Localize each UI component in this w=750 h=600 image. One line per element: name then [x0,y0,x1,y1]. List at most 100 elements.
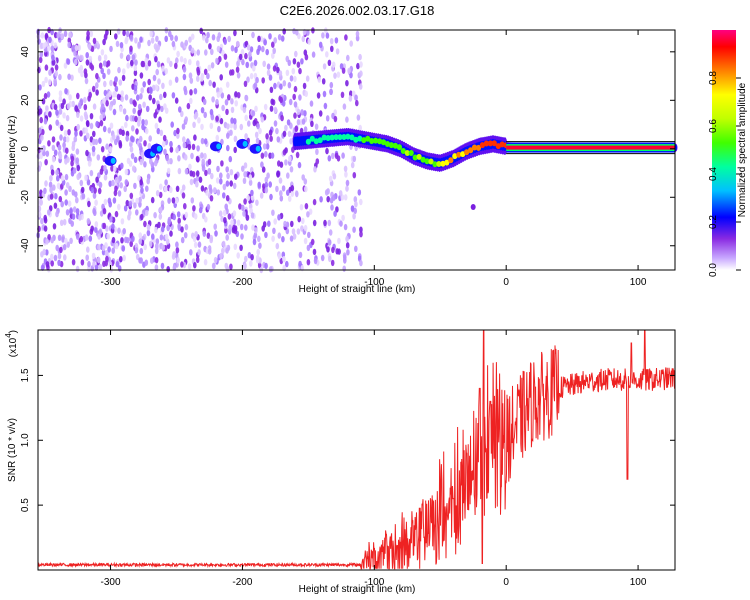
heatmap-cell [222,209,227,217]
heatmap-cell [75,233,80,240]
heatmap-cell [153,112,157,119]
heatmap-cell [75,54,80,61]
heatmap-cell [140,151,145,159]
heatmap-cell [74,191,78,198]
heatmap-cell [42,248,46,256]
heatmap-cell [249,46,254,53]
heatmap-cell [159,183,163,190]
heatmap-cell [158,206,163,214]
heatmap-cell [41,128,45,136]
heatmap-cell [69,237,73,244]
heatmap-cell [175,185,180,192]
heatmap-cell [94,226,98,233]
heatmap-cell [241,58,245,66]
heatmap-cell [45,261,50,268]
heatmap-cell [149,158,153,165]
heatmap-cell [240,48,245,56]
heatmap-cell [86,120,90,128]
heatmap-cell [103,165,107,172]
heatmap-cell [238,53,243,61]
heatmap-cell [208,79,212,87]
heatmap-cell [55,169,59,176]
heatmap-cell [65,136,70,143]
heatmap-cell [137,120,141,127]
heatmap-cell [143,140,147,147]
heatmap-cell [43,214,47,222]
heatmap-cell [156,127,161,135]
heatmap-cell [271,235,275,242]
heatmap-cell [219,172,223,179]
heatmap-cell [209,122,214,130]
heatmap-cell [133,156,138,163]
heatmap-cell [317,76,322,83]
heatmap-cell [197,117,201,124]
heatmap-cell [115,261,120,268]
heatmap-cell [59,124,64,132]
heatmap-cell [49,175,53,182]
heatmap-cell [210,172,214,180]
heatmap-cell [54,70,58,77]
heatmap-cell [130,59,134,67]
heatmap-cell [354,201,358,208]
heatmap-cell [171,40,176,48]
heatmap-cell [255,199,259,206]
heatmap-cell [181,192,186,199]
heatmap-cell [76,111,80,119]
colorbar-tick-label: 0.6 [708,119,719,133]
heatmap-cell [66,241,70,248]
heatmap-cell [188,72,193,79]
heatmap-cell [273,82,277,90]
heatmap-cell [312,219,317,227]
heatmap-cell [60,201,64,208]
heatmap-cell [40,218,44,225]
heatmap-cell [280,35,285,42]
heatmap-cell [248,174,253,181]
spectrogram-x-ticks: -300 -200 -100 0 100 [101,30,647,288]
heatmap-cell [137,175,141,182]
heatmap-cell [149,30,153,37]
ridge-peak [471,144,478,151]
heatmap-cell [203,68,208,76]
heatmap-cell [167,197,171,204]
heatmap-cell [258,242,262,249]
heatmap-cell [268,33,272,40]
heatmap-cell [64,189,68,196]
heatmap-cell [92,37,97,45]
heatmap-cell [203,138,208,145]
heatmap-cell [219,74,223,81]
colorbar-gradient [712,30,736,270]
snr-background [38,330,675,570]
ridge-peak [404,150,410,156]
heatmap-cell [272,47,277,54]
heatmap-cell [39,51,44,58]
heatmap-cell [116,28,121,35]
heatmap-cell [322,63,327,70]
x-tick-label: -200 [232,577,252,588]
heatmap-cell [159,129,164,136]
heatmap-cell [75,148,80,155]
heatmap-cell [307,38,312,45]
heatmap-cell [202,230,207,237]
heatmap-cell [134,37,138,44]
ridge-peak [357,135,363,142]
heatmap-cell [83,104,88,111]
y-tick-label: 1.5 [20,368,31,382]
y-tick-label: 0.5 [20,498,31,512]
ridge-peak [325,135,331,141]
heatmap-cell [208,43,212,50]
heatmap-cell [288,98,293,106]
heatmap-cell [331,246,335,254]
heatmap-cell [271,52,275,59]
heatmap-cell [206,232,211,239]
heatmap-cell [193,262,197,269]
heatmap-cell [210,48,214,55]
ridge-peak [369,138,375,144]
heatmap-cell [204,216,208,223]
heatmap-cell [238,203,242,210]
heatmap-cell [156,44,161,51]
heatmap-cell [303,178,308,185]
heatmap-cell [188,163,192,170]
colorbar-tick-label: 0.2 [708,215,719,229]
heatmap-cell [359,198,363,206]
heatmap-cell [353,207,358,215]
